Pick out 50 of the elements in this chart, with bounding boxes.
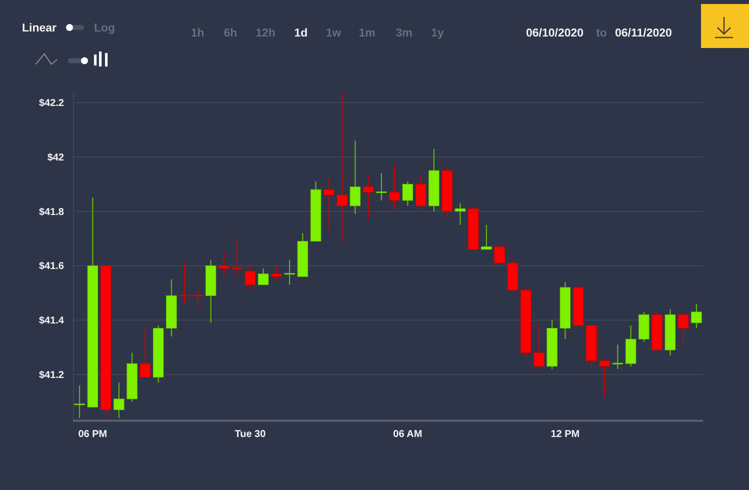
y-tick-label: $41.4 — [38, 316, 64, 327]
y-tick-label: $41.6 — [38, 261, 64, 272]
candlestick — [324, 178, 334, 231]
text: 06/10/2020 — [526, 28, 584, 40]
x-tick-label: 06 PM — [78, 429, 108, 440]
candlestick — [454, 202, 466, 226]
candlestick — [140, 328, 151, 378]
candlestick — [402, 180, 414, 206]
candlestick — [691, 303, 702, 329]
candlestick — [114, 382, 124, 418]
text: 1y — [431, 28, 444, 40]
candlestick — [74, 384, 85, 418]
text: 1m — [358, 28, 376, 40]
text: Log — [94, 22, 116, 34]
text: 3m — [396, 28, 412, 40]
candlestick — [415, 175, 426, 210]
candlestick — [179, 262, 190, 304]
text: 1d — [294, 28, 308, 40]
candlestick — [271, 265, 282, 280]
candlestick — [534, 322, 544, 370]
text: 12h — [256, 28, 276, 40]
text: to — [596, 28, 607, 40]
candlestick — [192, 284, 204, 310]
candlestick — [376, 172, 387, 201]
x-tick-label: 12 PM — [550, 429, 580, 440]
candlestick — [350, 140, 361, 215]
candlestick — [362, 175, 374, 220]
candlestick — [678, 314, 689, 346]
y-tick-label: $41.2 — [38, 370, 64, 381]
text: Linear — [22, 22, 58, 34]
x-tick-label: 06 AM — [393, 429, 422, 440]
candlestick — [599, 358, 610, 397]
text: 1h — [190, 28, 204, 40]
candlestick — [612, 344, 624, 370]
candlestick — [258, 268, 269, 286]
text: 1w — [326, 28, 342, 40]
y-tick-label: $41.8 — [38, 206, 64, 218]
candlestick — [494, 243, 505, 264]
candlestick — [244, 265, 256, 291]
candlestick — [284, 260, 295, 286]
candlestick — [336, 91, 348, 242]
y-tick-label: $42 — [47, 152, 64, 164]
x-tick-label: Tue 30 — [234, 429, 266, 440]
y-tick-label: $42.2 — [38, 98, 64, 110]
candlestick — [481, 224, 492, 250]
candlestick — [389, 164, 400, 210]
text: 6h — [224, 28, 238, 40]
candlestick — [232, 238, 242, 278]
candlestick — [218, 252, 230, 278]
text: 06/11/2020 — [615, 28, 672, 40]
